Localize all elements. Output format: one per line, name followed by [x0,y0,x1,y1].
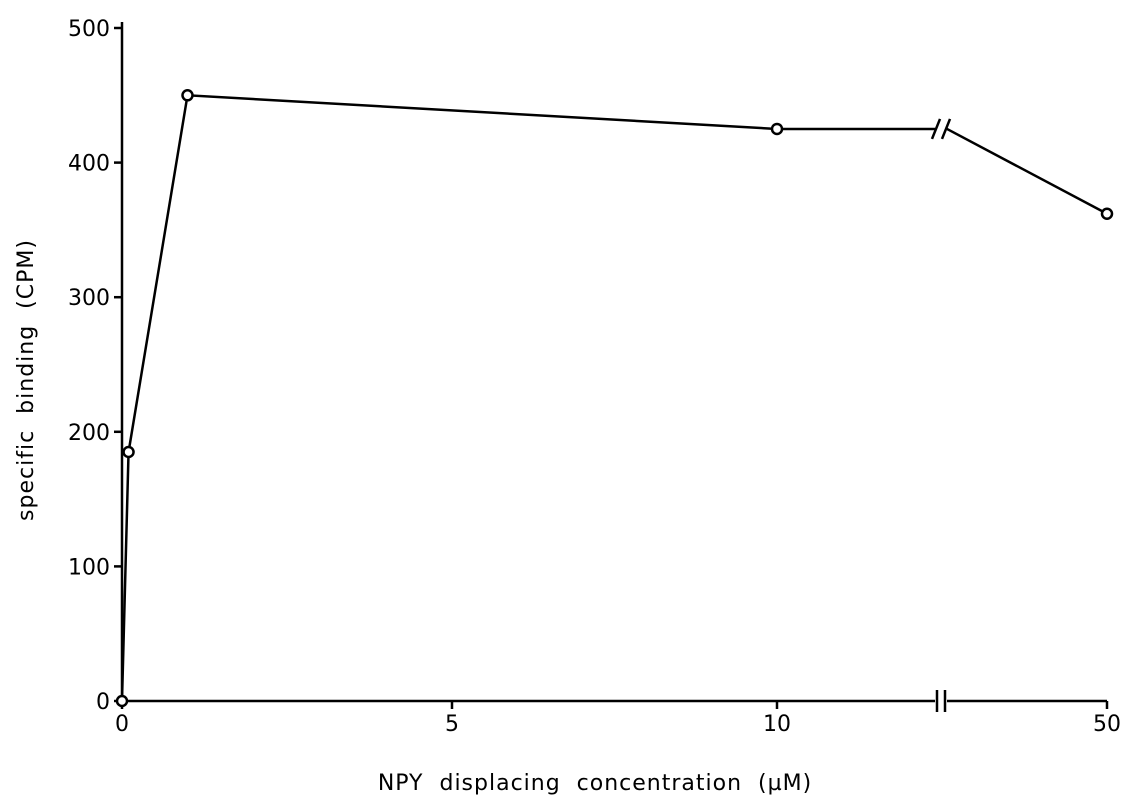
y-tick-label: 200 [68,421,110,446]
x-tick-label: 50 [1093,712,1121,737]
data-point [1100,207,1114,220]
y-tick-label: 0 [96,690,110,715]
series-line [946,127,1108,215]
axes: 0 100 200 300 400 500 0 5 10 50 [68,17,1121,737]
series-break-mark [930,118,942,140]
data-point [115,694,129,708]
y-tick-label: 300 [68,286,110,311]
y-tick-label: 500 [68,17,110,42]
data-point [770,122,784,136]
series-layer [115,89,1114,708]
x-tick-label: 10 [763,712,791,737]
x-tick-label: 5 [445,712,459,737]
series-break-mark [940,118,952,140]
y-tick-label: 400 [68,152,110,177]
data-point [122,445,135,459]
y-axis-title: specific binding (CPM) [14,239,39,521]
x-axis-title: NPY displacing concentration (µM) [378,771,812,796]
y-tick-label: 100 [68,555,110,580]
series-line [120,93,778,702]
data-point [181,89,194,102]
x-tick-label: 0 [115,712,129,737]
